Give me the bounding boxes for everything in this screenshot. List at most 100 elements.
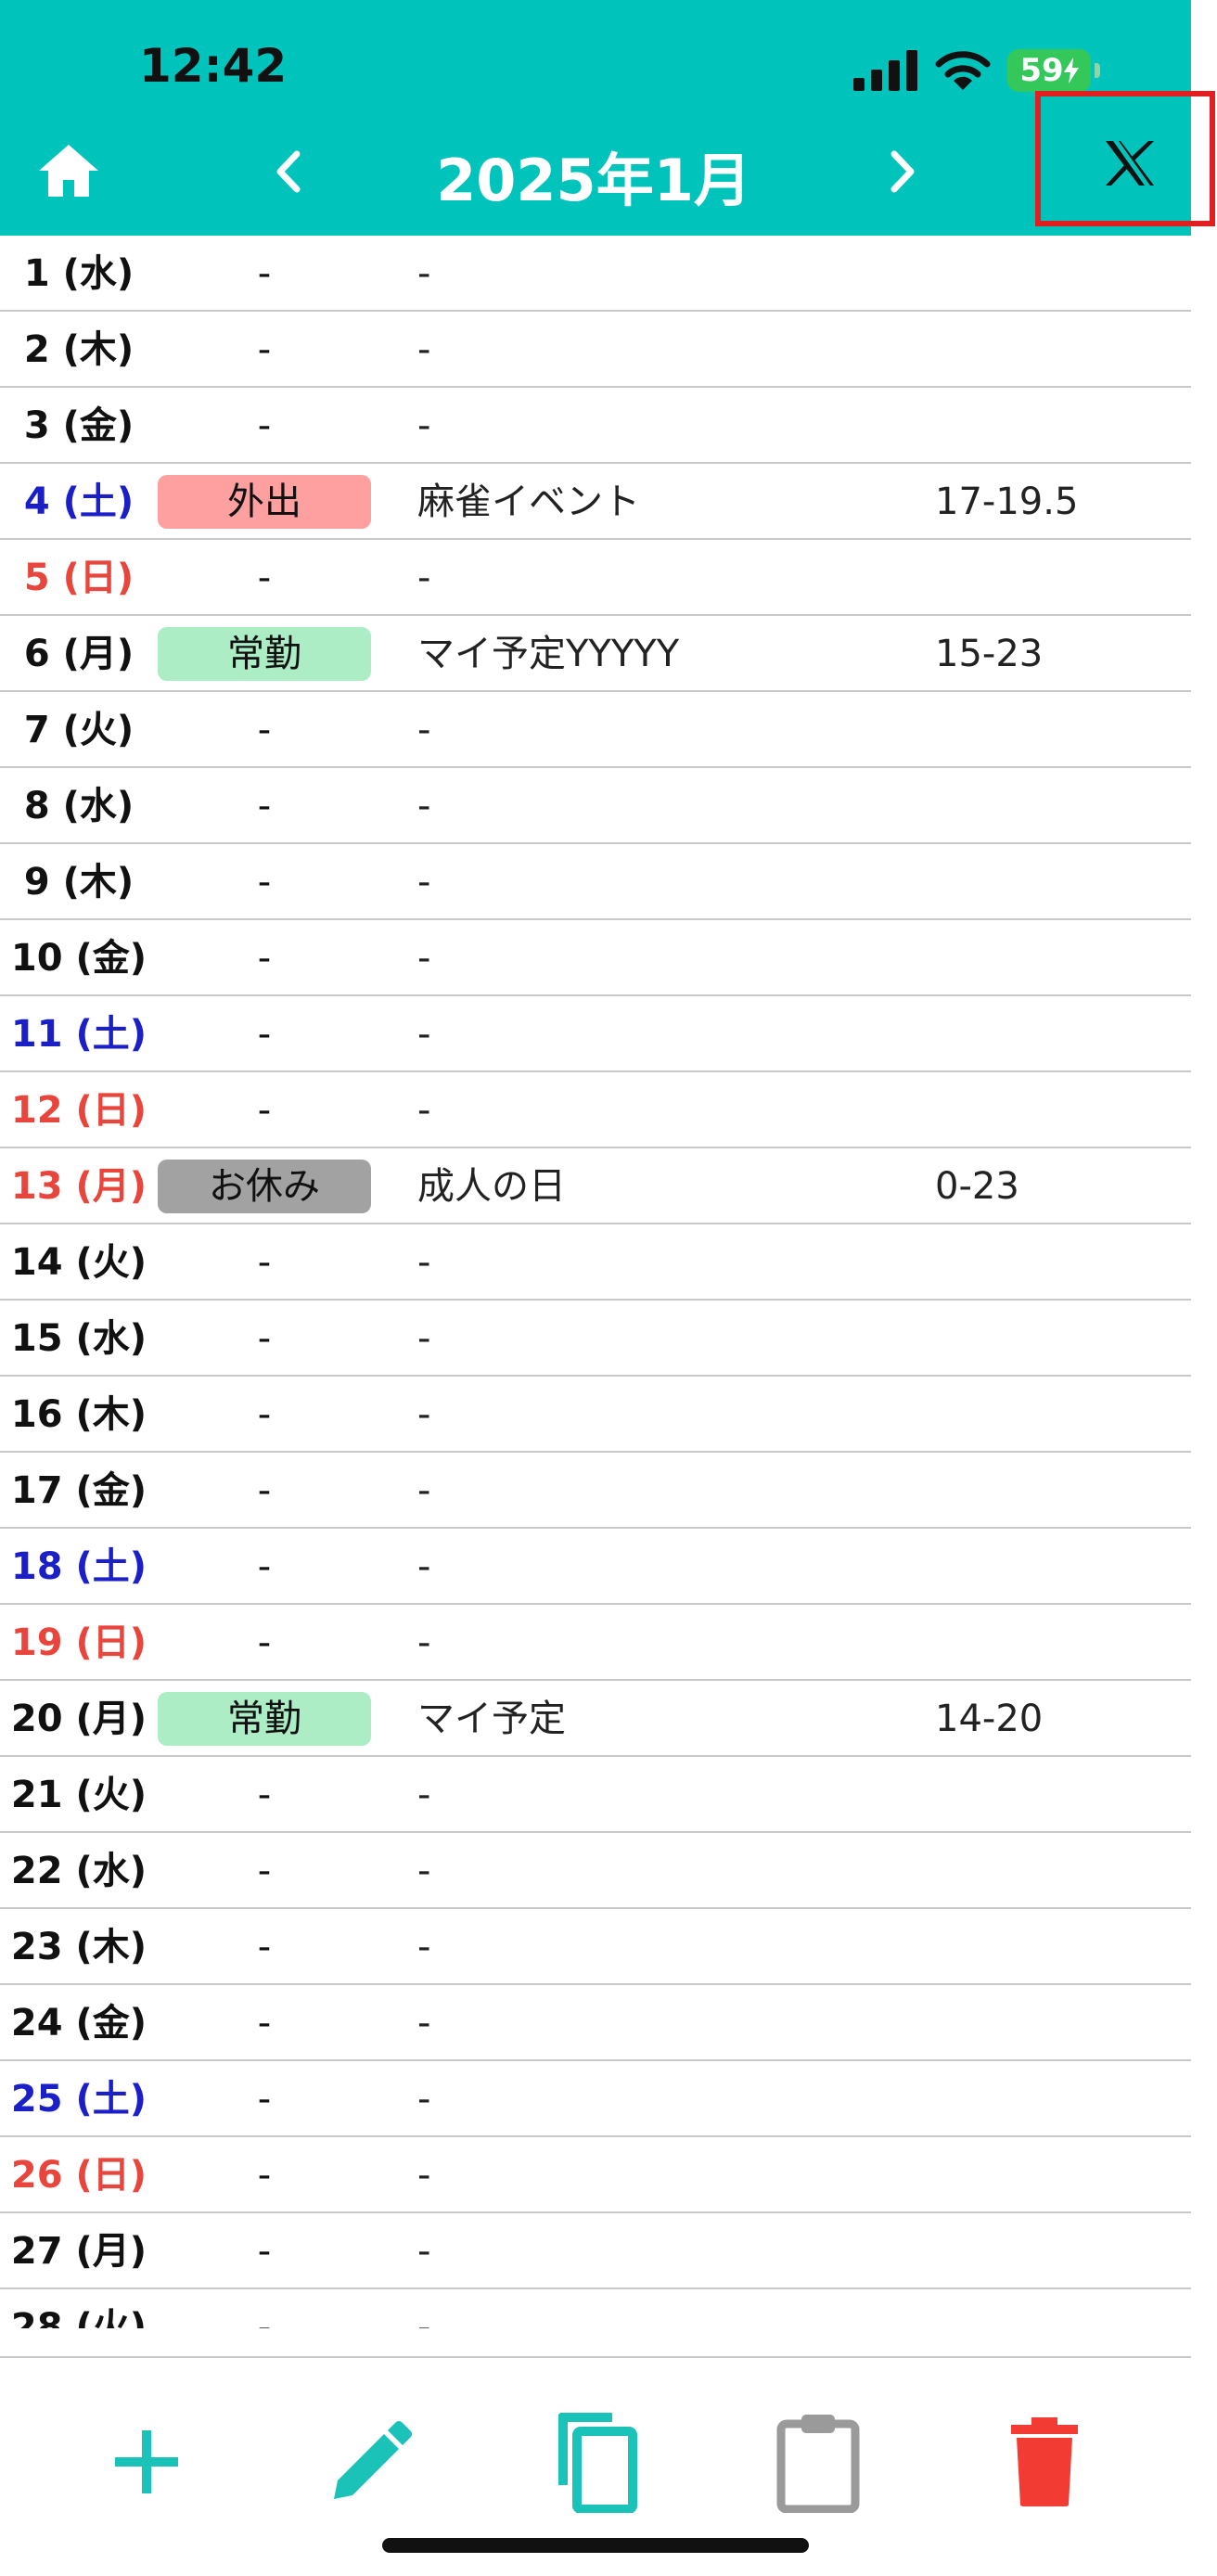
pencil-icon: [334, 2421, 412, 2499]
day-label: 24 (金): [10, 2002, 147, 2044]
event-title: マイ予定YYYYY: [417, 633, 680, 675]
day-label: 19 (日): [10, 1621, 147, 1664]
schedule-row[interactable]: 19 (日) - -: [0, 1605, 1191, 1681]
delete-button[interactable]: [989, 2406, 1100, 2518]
schedule-row[interactable]: 18 (土) - -: [0, 1529, 1191, 1605]
event-title: -: [417, 557, 431, 599]
chevron-right-icon: [890, 150, 915, 193]
day-label: 8 (水): [23, 785, 135, 827]
day-label: 17 (金): [10, 1469, 147, 1512]
event-title: -: [417, 1926, 431, 1968]
schedule-row[interactable]: 7 (火) - -: [0, 692, 1191, 768]
schedule-row[interactable]: 2 (木) - -: [0, 312, 1191, 388]
schedule-row[interactable]: 6 (月) 常勤 マイ予定YYYYY 15-23: [0, 616, 1191, 692]
event-title: -: [417, 1393, 431, 1436]
category-tag: -: [257, 1469, 272, 1512]
category-tag: -: [257, 861, 272, 904]
schedule-row[interactable]: 1 (水) - -: [0, 236, 1191, 312]
day-label: 28 (火): [10, 2306, 147, 2328]
schedule-row[interactable]: 5 (日) - -: [0, 540, 1191, 616]
category-tag: 外出: [158, 475, 371, 529]
schedule-row[interactable]: 3 (金) - -: [0, 388, 1191, 464]
schedule-row[interactable]: 27 (月) - -: [0, 2213, 1191, 2289]
schedule-row[interactable]: 15 (水) - -: [0, 1301, 1191, 1377]
schedule-row[interactable]: 22 (水) - -: [0, 1833, 1191, 1909]
footer-divider: [0, 2356, 1191, 2358]
event-title: -: [417, 937, 431, 980]
schedule-row[interactable]: 21 (火) - -: [0, 1757, 1191, 1833]
schedule-row[interactable]: 10 (金) - -: [0, 920, 1191, 996]
event-title: -: [417, 1089, 431, 1132]
home-icon: [39, 145, 98, 197]
schedule-row[interactable]: 17 (金) - -: [0, 1453, 1191, 1529]
event-time: 17-19.5: [935, 481, 1079, 523]
event-title: -: [417, 709, 431, 751]
home-button[interactable]: [35, 137, 102, 204]
x-logo-icon: [1106, 141, 1154, 186]
category-tag: -: [257, 785, 272, 827]
category-tag: -: [257, 1621, 272, 1664]
schedule-row[interactable]: 20 (月) 常勤 マイ予定 14-20: [0, 1681, 1191, 1757]
schedule-list[interactable]: 1 (水) - - 2 (木) - - 3 (金) - - 4 (土) 外出 麻雀イベント 17-19.…: [0, 236, 1191, 2328]
edit-button[interactable]: [315, 2406, 427, 2518]
schedule-row[interactable]: 12 (日) - -: [0, 1072, 1191, 1148]
schedule-row[interactable]: 26 (日) - -: [0, 2137, 1191, 2213]
category-tag: -: [257, 709, 272, 751]
event-title: -: [417, 1621, 431, 1664]
event-title: -: [417, 1850, 431, 1892]
bottom-toolbar: [0, 2393, 1191, 2532]
schedule-row[interactable]: 11 (土) - -: [0, 996, 1191, 1072]
status-icons: 59: [853, 43, 1100, 98]
event-title: -: [417, 861, 431, 904]
month-title: 2025年1月: [436, 147, 751, 214]
schedule-row[interactable]: 13 (月) お休み 成人の日 0-23: [0, 1148, 1191, 1224]
event-title: -: [417, 1469, 431, 1512]
schedule-row[interactable]: 28 (火) - -: [0, 2289, 1191, 2328]
event-title: -: [417, 2154, 431, 2197]
schedule-row[interactable]: 14 (火) - -: [0, 1224, 1191, 1301]
plus-icon: [115, 2430, 178, 2493]
wifi-icon: [935, 51, 991, 90]
event-title: -: [417, 2230, 431, 2273]
day-label: 9 (木): [23, 861, 135, 904]
home-indicator: [382, 2538, 809, 2553]
category-tag: -: [257, 2078, 272, 2121]
category-tag: -: [257, 1013, 272, 1056]
day-label: 1 (水): [23, 252, 135, 295]
paste-button[interactable]: [762, 2406, 874, 2518]
schedule-row[interactable]: 8 (水) - -: [0, 768, 1191, 844]
event-time: 15-23: [935, 633, 1044, 675]
event-title: -: [417, 1013, 431, 1056]
schedule-row[interactable]: 25 (土) - -: [0, 2061, 1191, 2137]
category-tag: -: [257, 1545, 272, 1588]
day-label: 10 (金): [10, 937, 147, 980]
category-tag: -: [257, 2306, 272, 2328]
x-share-button[interactable]: [1035, 91, 1215, 226]
day-label: 14 (火): [10, 1241, 147, 1284]
day-label: 11 (土): [10, 1013, 147, 1056]
day-label: 12 (日): [10, 1089, 147, 1132]
category-tag: -: [257, 1241, 272, 1284]
event-title: -: [417, 1545, 431, 1588]
event-title: マイ予定: [417, 1698, 566, 1740]
next-month-button[interactable]: [879, 141, 926, 202]
cellular-signal-icon: [853, 50, 917, 91]
event-time: 14-20: [935, 1698, 1044, 1740]
battery-icon: 59: [1007, 49, 1100, 92]
event-title: -: [417, 2078, 431, 2121]
category-tag: 常勤: [158, 627, 371, 681]
schedule-row[interactable]: 16 (木) - -: [0, 1377, 1191, 1453]
schedule-row[interactable]: 23 (木) - -: [0, 1909, 1191, 1985]
copy-button[interactable]: [538, 2406, 649, 2518]
prev-month-button[interactable]: [265, 141, 312, 202]
schedule-row[interactable]: 4 (土) 外出 麻雀イベント 17-19.5: [0, 464, 1191, 540]
event-title: -: [417, 2002, 431, 2044]
schedule-row[interactable]: 9 (木) - -: [0, 844, 1191, 920]
day-label: 6 (月): [23, 633, 135, 675]
add-button[interactable]: [91, 2406, 202, 2518]
category-tag: -: [257, 2230, 272, 2273]
day-label: 18 (土): [10, 1545, 147, 1588]
event-title: -: [417, 404, 431, 447]
category-tag: -: [257, 1850, 272, 1892]
schedule-row[interactable]: 24 (金) - -: [0, 1985, 1191, 2061]
